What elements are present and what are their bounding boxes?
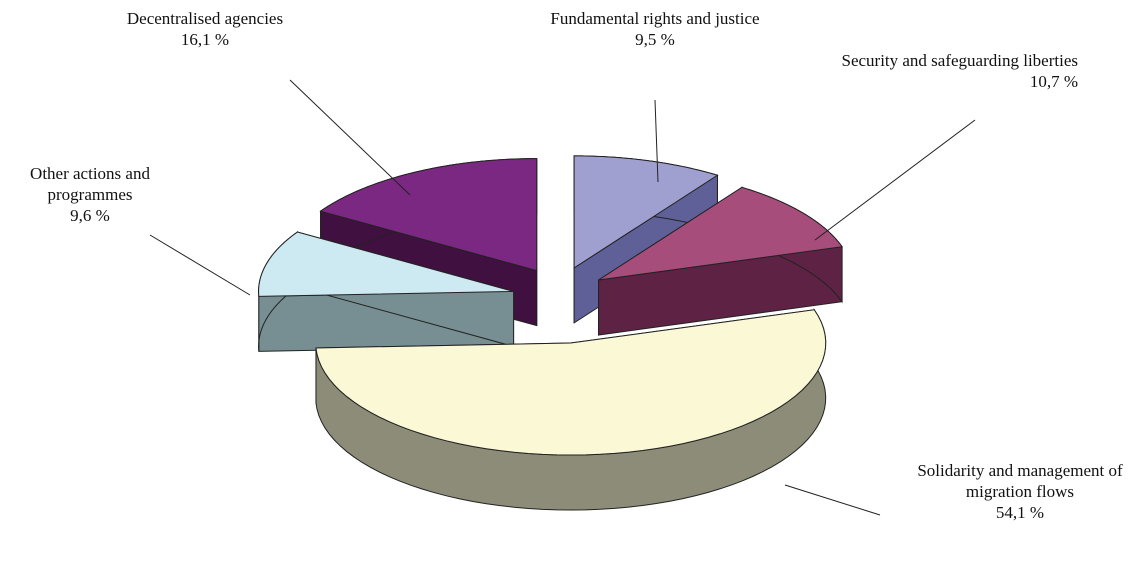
value-label: 10,7 % [1029,72,1078,91]
category-label: Solidarity and management of migration f… [917,461,1123,501]
slice-top [319,158,538,272]
leader-line [814,119,976,241]
leader-line [784,484,881,516]
value-label: 54,1 % [995,503,1045,522]
slice-label: Other actions and programmes 9,6 % [0,163,190,226]
slice-label: Solidarity and management of migration f… [890,460,1144,523]
slice-label: Fundamental rights and justice 9,5 % [545,8,765,50]
leader-line [149,234,251,296]
value-label: 16,1 % [180,30,230,49]
slice-top [573,155,719,269]
slice-label: Decentralised agencies 16,1 % [95,8,315,50]
value-label: 9,6 % [70,206,110,225]
category-label: Decentralised agencies [126,9,284,28]
category-label: Fundamental rights and justice [550,9,760,28]
category-label: Other actions and programmes [30,164,150,204]
slice-top [598,186,843,281]
slice-top [258,231,514,297]
value-label: 9,5 % [635,30,675,49]
leader-line [289,79,411,196]
leader-line [654,99,659,183]
slice-top [315,309,827,456]
slice-label: Security and safeguarding liberties 10,7 … [828,50,1078,92]
category-label: Security and safeguarding liberties [841,51,1078,70]
